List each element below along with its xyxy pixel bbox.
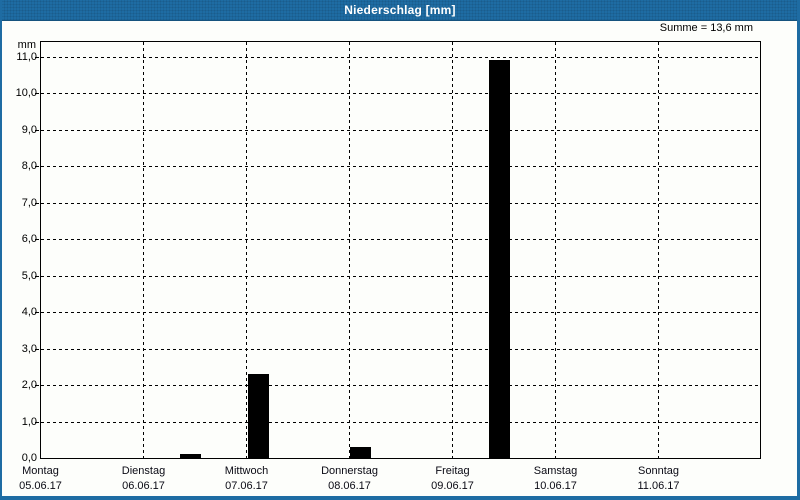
x-date-label: 10.06.17	[534, 480, 577, 492]
x-date-label: 05.06.17	[19, 480, 62, 492]
y-axis-tick	[35, 349, 39, 350]
panel-border-right	[797, 0, 800, 500]
precipitation-bar-mittwoch	[248, 374, 269, 458]
y-tick-label: 7,0	[21, 197, 37, 209]
x-day-label: Dienstag	[121, 465, 166, 477]
x-date-label: 11.06.17	[637, 480, 680, 492]
gridline-horizontal	[41, 93, 760, 94]
y-tick-label: 10,0	[15, 87, 37, 99]
y-tick-label: 0,0	[21, 452, 37, 464]
precipitation-bar-freitag	[489, 60, 510, 458]
x-date-label: 06.06.17	[122, 480, 165, 492]
x-date-label: 09.06.17	[431, 480, 474, 492]
gridline-vertical	[555, 42, 556, 458]
y-axis-tick	[35, 57, 39, 58]
x-day-label: Freitag	[435, 465, 470, 477]
y-tick-label: 5,0	[21, 270, 37, 282]
x-day-label: Mittwoch	[224, 465, 269, 477]
gridline-horizontal	[41, 130, 760, 131]
precipitation-bar-donnerstag	[350, 447, 371, 458]
y-axis-tick	[35, 130, 39, 131]
gridline-horizontal	[41, 203, 760, 204]
gridline-horizontal	[41, 239, 760, 240]
y-axis-tick	[35, 203, 39, 204]
gridline-horizontal	[41, 385, 760, 386]
gridline-vertical	[143, 42, 144, 458]
gridline-vertical	[452, 42, 453, 458]
y-axis-tick	[35, 239, 39, 240]
gridline-horizontal	[41, 312, 760, 313]
y-axis-tick	[35, 385, 39, 386]
y-tick-label: 1,0	[21, 416, 37, 428]
y-axis-unit-label: mm	[17, 39, 36, 51]
y-axis-tick	[35, 312, 39, 313]
gridline-horizontal	[41, 57, 760, 58]
x-day-label: Montag	[22, 465, 59, 477]
gridline-vertical	[658, 42, 659, 458]
window-title: Niederschlag [mm]	[344, 3, 456, 17]
gridline-vertical	[349, 42, 350, 458]
y-tick-label: 8,0	[21, 160, 37, 172]
precipitation-bar-dienstag	[180, 454, 201, 458]
panel-border-left	[0, 0, 2, 500]
x-day-label: Donnerstag	[321, 465, 378, 477]
y-tick-label: 11,0	[16, 51, 37, 63]
x-day-label: Sonntag	[638, 465, 679, 477]
y-tick-label: 9,0	[21, 124, 37, 136]
window-title-bar: Niederschlag [mm]	[0, 0, 800, 21]
gridline-horizontal	[41, 166, 760, 167]
y-axis-tick	[35, 276, 39, 277]
y-tick-label: 2,0	[21, 379, 37, 391]
gridline-horizontal	[41, 422, 760, 423]
y-tick-label: 3,0	[21, 343, 37, 355]
plot-area	[40, 41, 761, 459]
y-tick-label: 4,0	[21, 306, 37, 318]
x-day-label: Samstag	[533, 465, 578, 477]
x-date-label: 08.06.17	[328, 480, 371, 492]
gridline-horizontal	[41, 276, 760, 277]
y-axis-tick	[35, 166, 39, 167]
gridline-horizontal	[41, 349, 760, 350]
y-tick-label: 6,0	[21, 233, 37, 245]
y-axis-tick	[35, 93, 39, 94]
panel-border-bottom	[0, 496, 800, 500]
sum-annotation: Summe = 13,6 mm	[659, 22, 753, 34]
x-date-label: 07.06.17	[225, 480, 268, 492]
gridline-vertical	[246, 42, 247, 458]
y-axis-tick	[35, 422, 39, 423]
